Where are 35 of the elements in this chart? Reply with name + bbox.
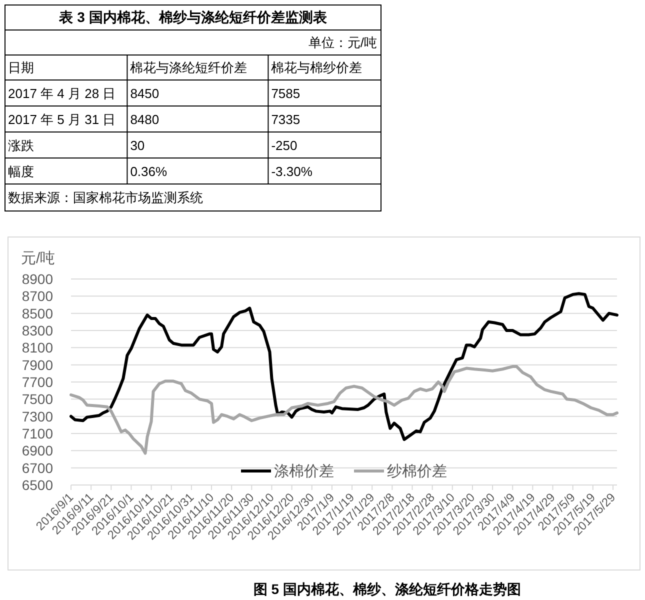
row-header: 日期 <box>8 60 34 75</box>
cell: -250 <box>271 138 298 153</box>
y-tick-label: 7700 <box>22 374 53 390</box>
y-tick-label: 8700 <box>22 288 53 304</box>
legend-label: 涤棉价差 <box>274 463 334 480</box>
annotation: 数据来源：国家棉花市场监测系统 <box>8 190 203 205</box>
y-tick-label: 6500 <box>22 477 53 493</box>
cell: 7585 <box>271 86 300 101</box>
cell: 30 <box>130 138 145 153</box>
cell: 8480 <box>130 112 160 127</box>
row-name: 幅度 <box>8 164 34 179</box>
column-header: 棉花与涤纶短纤价差 <box>130 60 248 75</box>
ylabel: 元/吨 <box>21 250 56 267</box>
cell: -3.30% <box>271 164 312 179</box>
cell: 8450 <box>130 86 160 101</box>
y-tick-label: 6700 <box>22 460 53 476</box>
row-name: 2017 年 5 月 31 日 <box>8 112 116 127</box>
y-tick-label: 7100 <box>22 426 53 442</box>
subtitle: 单位：元/吨 <box>308 35 377 50</box>
cell: 0.36% <box>130 164 168 179</box>
row-name: 涨跌 <box>8 138 34 153</box>
cell: 7335 <box>271 112 300 127</box>
y-tick-label: 8900 <box>22 271 53 287</box>
row-name: 2017 年 4 月 28 日 <box>8 86 116 101</box>
y-tick-label: 8100 <box>22 340 53 356</box>
y-tick-label: 8500 <box>22 305 53 322</box>
y-tick-label: 7300 <box>22 408 53 424</box>
y-tick-label: 7900 <box>22 356 53 373</box>
legend-label: 纱棉价差 <box>387 463 447 480</box>
title: 表 3 国内棉花、棉纱与涤纶短纤价差监测表 <box>59 9 327 25</box>
column-header: 棉花与棉纱价差 <box>271 60 362 75</box>
y-tick-label: 7500 <box>22 391 53 408</box>
y-tick-label: 6900 <box>22 442 53 459</box>
y-tick-label: 8300 <box>22 322 53 338</box>
title: 图 5 国内棉花、棉纱、涤纶短纤价格走势图 <box>253 581 521 597</box>
